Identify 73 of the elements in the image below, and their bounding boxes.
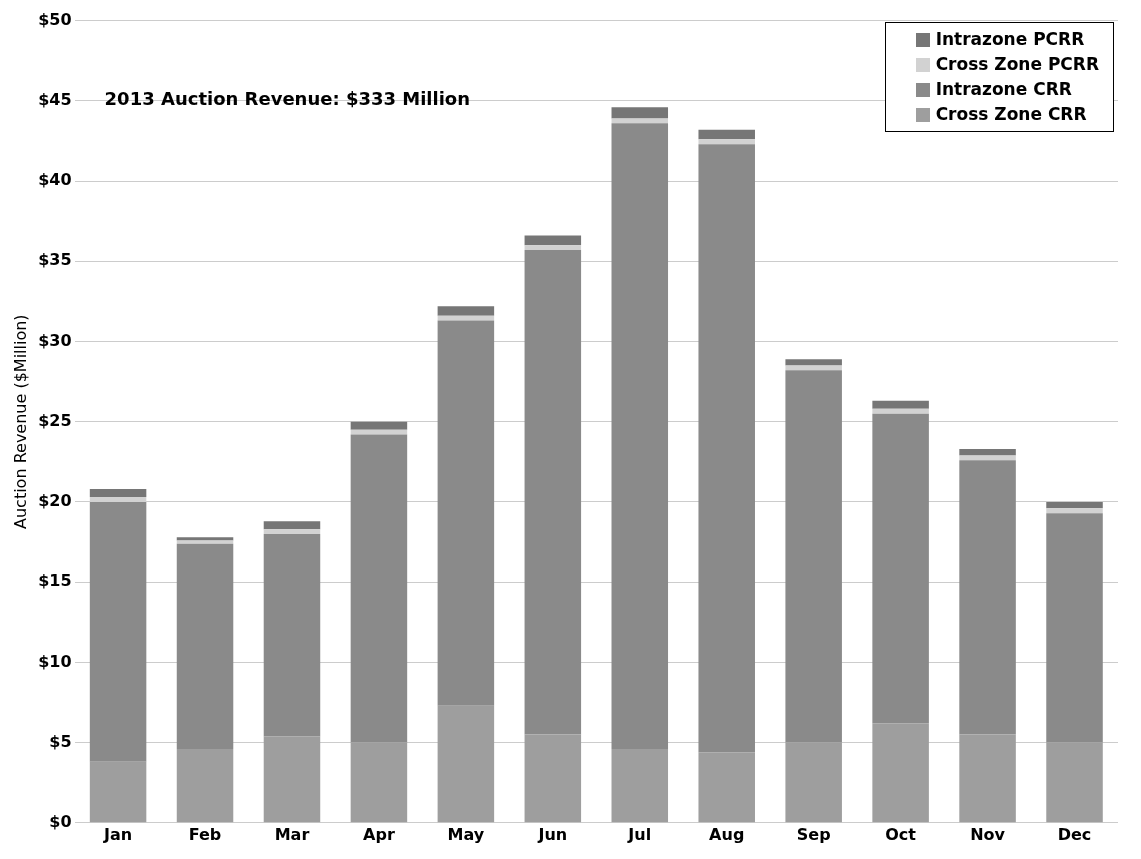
bar — [872, 413, 929, 724]
bar — [263, 529, 321, 535]
y-tick-label: $35 — [38, 250, 72, 270]
bar — [350, 742, 408, 823]
bar — [872, 400, 929, 409]
legend-label: Cross Zone CRR — [935, 103, 1087, 126]
annotation: 2013 Auction Revenue: $333 Million — [104, 88, 471, 110]
bar — [698, 129, 755, 140]
y-tick-label: $15 — [38, 571, 72, 591]
bar — [698, 144, 755, 753]
bar — [1046, 501, 1103, 509]
x-tick-label: Mar — [274, 824, 310, 844]
bar — [1046, 513, 1103, 743]
x-tick-label: Jan — [103, 824, 133, 844]
bar — [89, 489, 147, 498]
y-tick-label: $20 — [38, 491, 72, 511]
bar — [611, 107, 669, 119]
y-tick-label: $25 — [38, 410, 72, 430]
legend-label: Intrazone PCRR — [935, 28, 1085, 51]
x-tick-label: Oct — [885, 824, 917, 844]
bar — [437, 315, 495, 321]
x-tick-label: Feb — [188, 824, 222, 844]
bar — [176, 543, 234, 749]
y-tick-label: $10 — [38, 651, 72, 671]
x-tick-label: Sep — [796, 824, 831, 844]
bar — [524, 250, 582, 735]
bar — [350, 421, 408, 430]
bar — [785, 742, 842, 823]
bar — [437, 705, 495, 823]
bar — [611, 749, 669, 823]
legend-label: Cross Zone PCRR — [935, 53, 1099, 76]
x-tick-label: Jun — [537, 824, 568, 844]
x-tick-label: Jul — [627, 824, 652, 844]
bar — [959, 455, 1016, 461]
bar — [611, 118, 669, 124]
x-tick-label: Nov — [970, 824, 1006, 844]
bar — [1046, 508, 1103, 514]
y-axis-title: Auction Revenue ($Million) — [10, 314, 30, 529]
bar — [698, 139, 755, 145]
y-tick-label: $0 — [49, 811, 72, 831]
bar — [263, 736, 321, 823]
bar — [872, 723, 929, 823]
bar — [350, 429, 408, 435]
bar — [611, 123, 669, 749]
bar — [437, 320, 495, 706]
bar — [959, 734, 1016, 823]
legend-label: Intrazone CRR — [935, 78, 1072, 101]
bar — [872, 408, 929, 414]
x-tick-label: Dec — [1057, 824, 1092, 844]
bar — [524, 235, 582, 246]
y-tick-label: $40 — [38, 170, 72, 190]
x-tick-label: Apr — [363, 824, 395, 844]
bar — [437, 306, 495, 316]
x-tick-label: Aug — [709, 824, 745, 844]
bar — [263, 534, 321, 737]
bar — [89, 761, 147, 823]
y-tick-label: $30 — [38, 330, 72, 350]
bar — [1046, 742, 1103, 823]
bar — [176, 749, 234, 823]
bar — [524, 245, 582, 251]
bar — [959, 460, 1016, 735]
y-tick-label: $5 — [49, 731, 72, 751]
y-tick-label: $50 — [38, 9, 72, 29]
bar — [698, 752, 755, 823]
bar — [89, 501, 147, 762]
bar — [785, 359, 842, 366]
x-tick-label: May — [447, 824, 485, 844]
bar — [350, 434, 408, 743]
y-tick-label: $45 — [38, 89, 72, 109]
bar — [263, 521, 321, 530]
bar — [785, 370, 842, 743]
bar — [524, 734, 582, 823]
bar — [959, 448, 1016, 456]
